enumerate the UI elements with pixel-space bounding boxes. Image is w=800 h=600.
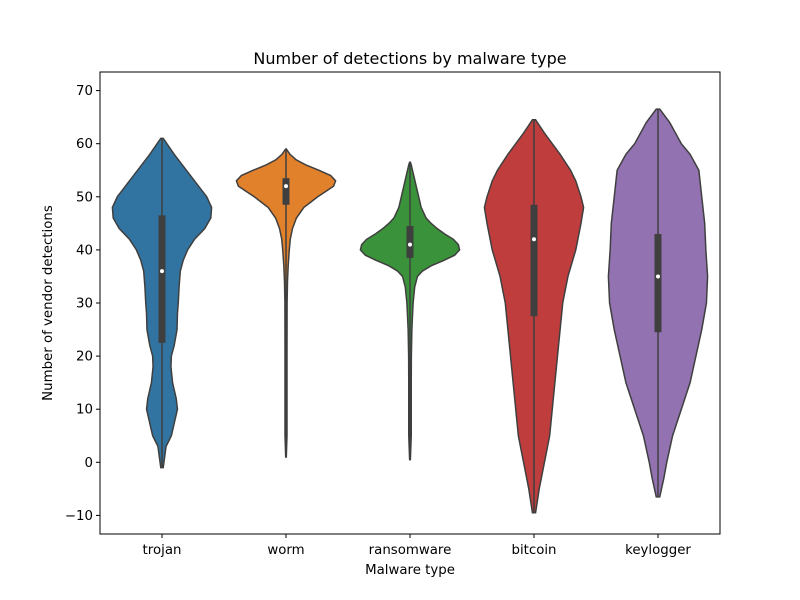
iqr-box-bitcoin [530,204,538,317]
x-tick-label-ransomware: ransomware [369,543,452,558]
x-tick-label-bitcoin: bitcoin [511,543,556,558]
y-tick-label: 10 [76,403,93,418]
median-marker-worm [284,184,288,189]
y-tick-label: 30 [76,297,93,312]
median-marker-bitcoin [532,237,536,242]
iqr-box-ransomware [406,226,414,258]
y-tick-label: 50 [76,190,93,205]
x-tick-label-keylogger: keylogger [625,543,691,558]
median-marker-trojan [160,269,164,274]
chart-title: Number of detections by malware type [253,49,566,68]
y-axis-ticks: −10 0 10 20 30 40 50 60 70 [65,84,100,524]
iqr-box-keylogger [654,233,662,333]
y-tick-label: 60 [76,137,93,152]
y-tick-label: −10 [65,509,93,524]
y-tick-label: 0 [85,456,93,471]
x-axis-label: Malware type [365,563,455,578]
iqr-box-worm [282,178,290,205]
y-axis-label: Number of vendor detections [41,205,56,401]
x-axis-ticks: trojan worm ransomware bitcoin keylogger [143,534,691,558]
median-marker-keylogger [656,274,660,279]
x-tick-label-trojan: trojan [143,543,182,558]
y-tick-label: 20 [76,350,93,365]
y-tick-label: 40 [76,243,93,258]
median-marker-ransomware [408,242,412,247]
y-tick-label: 70 [76,84,93,99]
plot-frame [99,71,721,535]
violins-group [111,108,709,514]
iqr-box-trojan [158,215,166,343]
x-tick-label-worm: worm [267,543,304,558]
